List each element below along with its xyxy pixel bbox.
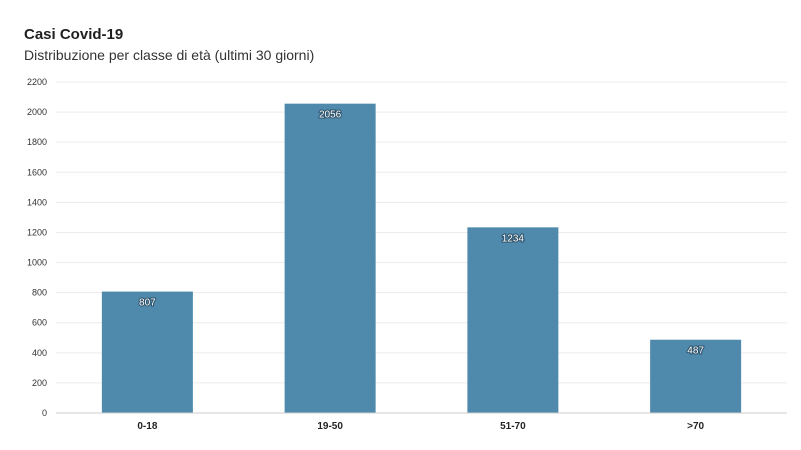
chart-title: Casi Covid-19 (24, 26, 124, 43)
x-axis: 0-18 19-50 51-70 >70 (56, 412, 787, 432)
bar (284, 103, 376, 413)
y-tick-label: 1200 (27, 227, 47, 237)
x-tick-label: 51-70 (500, 421, 526, 432)
y-tick-label: 2000 (27, 107, 47, 117)
y-tick-label: 200 (32, 378, 47, 388)
y-tick-label: 1000 (27, 258, 47, 268)
data-labels: 807 2056 1234 487 (138, 109, 705, 358)
bar (467, 227, 559, 413)
y-tick-label: 600 (32, 318, 47, 328)
data-label: 1234 (502, 233, 525, 244)
x-tick-label: 0-18 (137, 421, 157, 432)
y-tick-label: 0 (42, 408, 47, 418)
y-tick-label: 400 (32, 348, 47, 358)
y-tick-label: 800 (32, 288, 47, 298)
y-tick-label: 1600 (27, 167, 47, 177)
x-tick-label: 19-50 (317, 421, 343, 432)
y-tick-label: 2200 (27, 77, 47, 87)
y-tick-label: 1400 (27, 197, 47, 207)
y-axis-ticks: 0 200 400 600 800 1000 1200 1400 1600 1800 2000 220… (27, 77, 47, 418)
data-label: 2056 (319, 110, 342, 121)
data-label: 807 (139, 298, 156, 309)
y-tick-label: 1800 (27, 137, 47, 147)
chart-subtitle: Distribuzione per classe di età (ultimi … (24, 47, 315, 63)
bars (101, 103, 742, 413)
data-label: 487 (687, 346, 704, 357)
bar (650, 339, 742, 413)
bar (101, 291, 193, 413)
x-tick-label: >70 (687, 421, 704, 432)
